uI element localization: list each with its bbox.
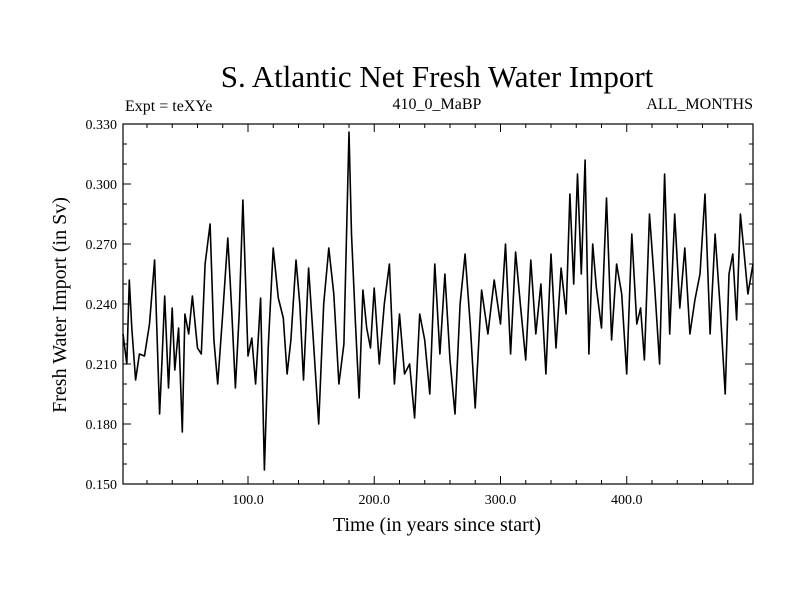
y-tick-label: 0.240 [86,298,118,313]
x-tick-label: 200.0 [358,493,390,508]
x-tick-label: 100.0 [232,493,264,508]
x-tick-label: 400.0 [611,493,643,508]
y-tick-label: 0.300 [86,178,118,193]
y-tick-label: 0.210 [86,358,118,373]
y-tick-label: 0.180 [86,418,118,433]
x-axis-label: Time (in years since start) [333,514,541,536]
series-line [122,131,754,471]
y-axis-label: Fresh Water Import (in Sv) [49,197,71,413]
months-label: ALL_MONTHS [646,96,753,113]
age-label: 410_0_MaBP [393,96,482,113]
y-tick-label: 0.150 [86,478,118,493]
experiment-label: Expt = teXYe [125,98,212,115]
x-tick-label: 300.0 [485,493,517,508]
plot-frame [122,123,754,485]
y-tick-label: 0.270 [86,238,118,253]
y-tick-label: 0.330 [86,118,118,133]
chart-title: S. Atlantic Net Fresh Water Import [221,59,654,94]
